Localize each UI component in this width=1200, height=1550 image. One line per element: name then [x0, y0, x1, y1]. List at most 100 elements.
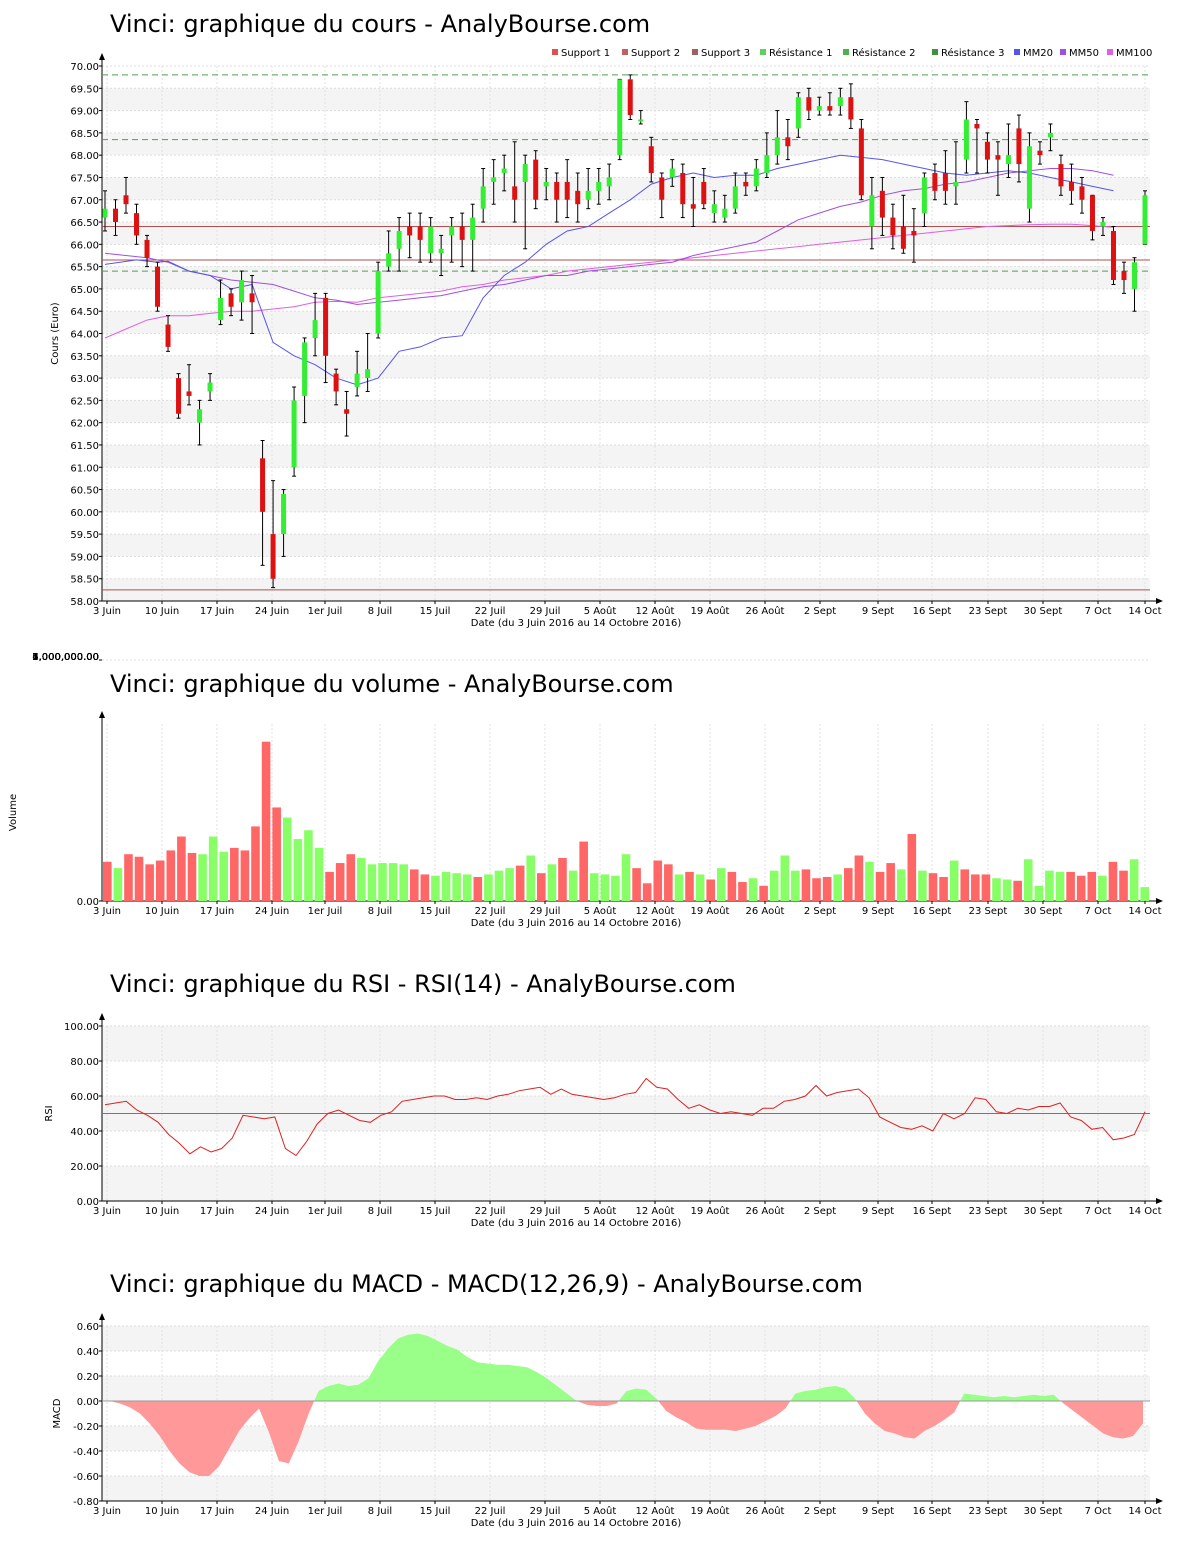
volume-bar	[230, 847, 239, 901]
price-x-tick-label: 22 Juil	[475, 606, 506, 617]
volume-bar	[611, 875, 620, 901]
price-y-tick-label: 61.50	[70, 441, 99, 452]
price-y-tick-label: 62.00	[70, 419, 99, 430]
legend-label: MM20	[1023, 48, 1053, 59]
volume-bar	[240, 850, 250, 901]
volume-bar	[177, 836, 186, 901]
candle-body	[1016, 128, 1022, 165]
price-y-tick-label: 70.00	[70, 62, 99, 73]
volume-y-tick-label: 2,000,000.00	[32, 652, 99, 663]
price-band	[102, 400, 1150, 423]
candle-body	[197, 409, 203, 423]
volume-bar	[526, 855, 536, 901]
candle-body	[186, 391, 192, 396]
candle-body	[564, 181, 570, 200]
price-x-tick-label: 29 Juil	[530, 606, 561, 617]
price-y-tick-label: 63.00	[70, 374, 99, 385]
price-x-tick-label: 1er Juil	[308, 606, 343, 617]
price-x-axis-title: Date (du 3 Juin 2016 au 14 Octobre 2016)	[471, 618, 682, 629]
rsi-x-tick-label: 17 Juin	[200, 1206, 234, 1217]
macd-positive-area	[790, 1386, 857, 1401]
volume-y-tick-label: 3,000,000.00	[32, 652, 99, 663]
candle-body	[375, 271, 381, 334]
rsi-y-axis-title: RSI	[44, 1105, 55, 1121]
rsi-x-tick-label: 23 Sept	[969, 1206, 1008, 1217]
rsi-x-tick-label: 26 Août	[746, 1205, 785, 1217]
price-band	[102, 88, 1150, 111]
volume-bar	[727, 871, 737, 901]
price-x-tick-label: 14 Oct	[1128, 606, 1161, 617]
volume-bar	[399, 864, 408, 901]
macd-negative-area	[576, 1401, 619, 1406]
rsi-x-tick-label: 16 Sept	[913, 1206, 952, 1217]
price-chart-panel: Vinci: graphique du cours - AnalyBourse.…	[0, 0, 1200, 640]
volume-bar	[600, 874, 610, 901]
candle-body	[543, 181, 549, 187]
price-y-axis-arrow	[99, 53, 105, 60]
price-x-tick-label: 10 Juin	[145, 606, 179, 617]
rsi-x-tick-label: 30 Sept	[1024, 1206, 1063, 1217]
price-band	[102, 534, 1150, 557]
macd-positive-area	[960, 1393, 1061, 1401]
volume-bar	[812, 878, 821, 901]
macd-x-tick-label: 29 Juil	[530, 1506, 561, 1517]
volume-bar	[113, 868, 123, 901]
legend-label: Résistance 1	[769, 47, 832, 59]
volume-bar	[409, 869, 419, 901]
volume-bar	[1023, 859, 1033, 901]
price-y-tick-label: 59.00	[70, 552, 99, 563]
price-y-tick-label: 63.50	[70, 352, 99, 363]
price-x-tick-label: 3 Juin	[93, 606, 121, 617]
candle-body	[417, 226, 423, 240]
price-chart-title: Vinci: graphique du cours - AnalyBourse.…	[110, 10, 651, 38]
candle-body	[249, 293, 255, 303]
volume-bar	[431, 875, 440, 901]
volume-bar	[621, 854, 631, 901]
candle-body	[134, 213, 140, 236]
macd-x-tick-label: 7 Oct	[1085, 1506, 1112, 1517]
legend-label: Support 1	[561, 48, 610, 59]
candle-body	[365, 369, 371, 379]
rsi-x-tick-label: 14 Oct	[1128, 1206, 1161, 1217]
macd-y-tick-label: 0.00	[77, 1397, 99, 1408]
volume-bar	[653, 860, 663, 901]
volume-bar	[515, 865, 525, 901]
candle-body	[606, 177, 612, 187]
candle-body	[354, 373, 360, 387]
rsi-x-tick-label: 8 Juil	[368, 1206, 392, 1217]
price-x-tick-label: 7 Oct	[1085, 606, 1112, 617]
macd-x-tick-label: 12 Août	[636, 1505, 675, 1517]
macd-x-tick-label: 24 Juin	[255, 1506, 289, 1517]
volume-x-tick-label: 17 Juin	[200, 906, 234, 917]
volume-bar	[304, 830, 313, 901]
volume-bar	[272, 807, 281, 901]
rsi-y-axis-arrow	[99, 1013, 105, 1020]
macd-x-axis-arrow	[1156, 1498, 1163, 1504]
price-band	[102, 489, 1150, 512]
macd-positive-area	[618, 1388, 659, 1401]
price-x-tick-label: 15 Juil	[420, 606, 451, 617]
volume-bar	[1076, 875, 1086, 901]
macd-x-tick-label: 19 Août	[691, 1505, 730, 1517]
rsi-x-tick-label: 7 Oct	[1085, 1206, 1112, 1217]
volume-bar	[462, 874, 472, 901]
price-y-tick-label: 69.00	[70, 107, 99, 118]
volume-y-tick-label: 4,000,000.00	[32, 652, 99, 663]
macd-x-tick-label: 17 Juin	[200, 1506, 234, 1517]
volume-x-tick-label: 16 Sept	[913, 906, 952, 917]
volume-bar	[664, 864, 673, 901]
macd-x-tick-label: 10 Juin	[145, 1506, 179, 1517]
rsi-x-tick-label: 1er Juil	[308, 1206, 343, 1217]
price-band	[102, 355, 1150, 379]
candle-body	[102, 208, 108, 218]
price-band	[102, 311, 1150, 334]
volume-bar	[1002, 879, 1012, 901]
mm50-line	[104, 168, 1114, 306]
price-band	[102, 177, 1150, 200]
volume-x-tick-label: 29 Juil	[530, 906, 561, 917]
price-y-tick-label: 65.50	[70, 263, 99, 274]
volume-x-tick-label: 1er Juil	[308, 906, 343, 917]
volume-bar	[589, 873, 599, 901]
volume-bar	[103, 861, 112, 901]
candle-body	[1058, 164, 1064, 187]
